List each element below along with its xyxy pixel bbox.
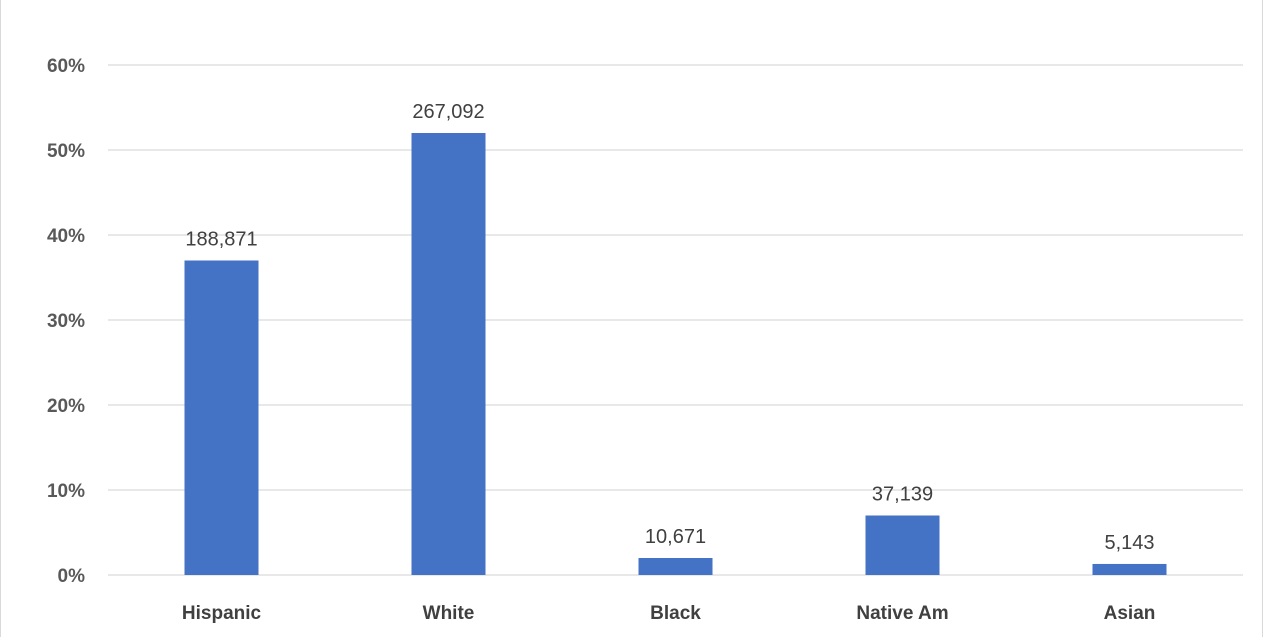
x-tick-label: Asian (1104, 603, 1156, 624)
bar (638, 558, 713, 575)
bars (184, 133, 1167, 575)
x-tick-label: White (423, 603, 475, 624)
y-tick-label: 10% (47, 481, 85, 502)
gridlines (108, 64, 1243, 576)
data-label: 10,671 (645, 526, 706, 548)
data-label: 37,139 (872, 484, 933, 506)
x-tick-label: Hispanic (182, 603, 262, 624)
bar (1092, 563, 1167, 575)
x-tick-label: Black (650, 603, 701, 624)
data-labels: 188,871 267,092 10,671 37,139 5,143 (185, 101, 1154, 554)
data-label: 188,871 (185, 229, 257, 251)
bar (411, 133, 486, 575)
data-label: 5,143 (1104, 532, 1154, 554)
x-tick-label: Native Am (856, 603, 948, 624)
y-axis: 0% 10% 20% 30% 40% 50% 60% (47, 56, 85, 587)
bar (184, 260, 259, 575)
y-tick-label: 50% (47, 141, 85, 162)
y-tick-label: 0% (58, 566, 86, 587)
y-tick-label: 60% (47, 56, 85, 77)
bar (865, 515, 940, 575)
data-label: 267,092 (412, 101, 484, 123)
x-axis: Hispanic White Black Native Am Asian (182, 603, 1155, 624)
y-tick-label: 40% (47, 226, 85, 247)
y-tick-label: 30% (47, 311, 85, 332)
y-tick-label: 20% (47, 396, 85, 417)
